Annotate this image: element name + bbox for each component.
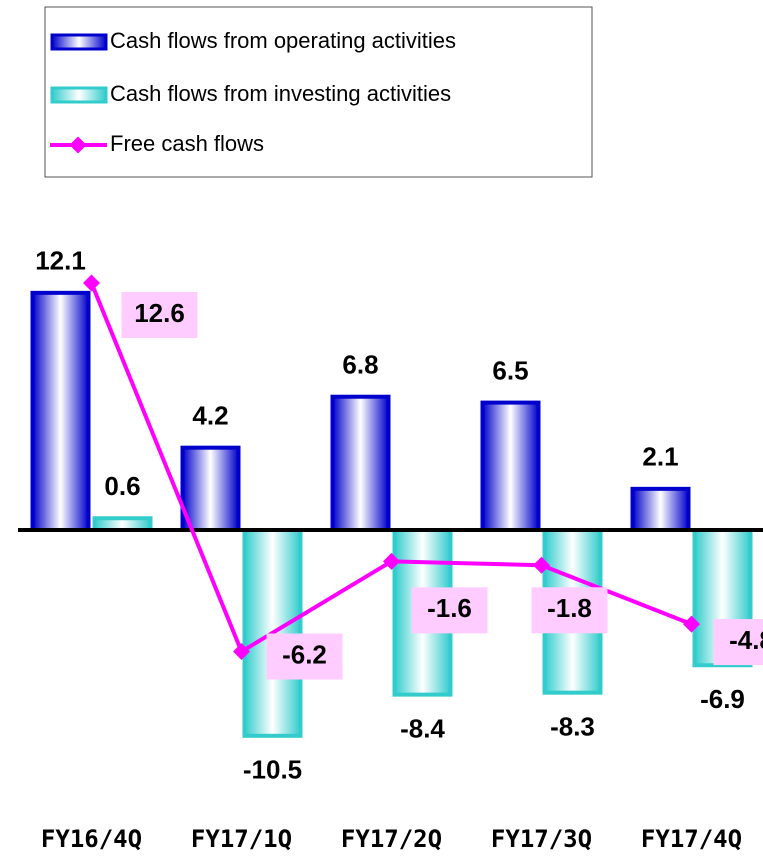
bar-label: -8.3: [550, 712, 595, 742]
bar-label: -8.4: [400, 714, 445, 744]
bar-label: -6.9: [700, 684, 745, 714]
x-tick-label: FY16/4Q: [41, 825, 142, 853]
bar-label: 6.5: [492, 355, 528, 385]
line-marker: [83, 274, 100, 292]
x-tick-label: FY17/3Q: [491, 825, 592, 853]
bar-label: 0.6: [104, 471, 140, 501]
line-marker: [533, 556, 550, 574]
line-label: -6.2: [282, 639, 327, 669]
bar-label: 12.1: [35, 246, 86, 276]
bar: [630, 486, 691, 532]
x-tick-label: FY17/2Q: [341, 825, 442, 853]
bar-label: 4.2: [192, 401, 228, 431]
line-label: 12.6: [134, 298, 185, 328]
legend-swatch: [50, 33, 108, 51]
line-label-box: [531, 587, 608, 634]
bar: [330, 394, 391, 532]
line-label: -1.6: [427, 593, 472, 623]
line-label-box: [266, 633, 343, 680]
bar: [30, 290, 91, 532]
line-label-box: [411, 587, 488, 634]
line-marker: [383, 552, 400, 570]
line-label: -4.8: [729, 625, 763, 655]
line-label: -1.8: [547, 593, 592, 623]
legend-swatch: [50, 86, 108, 104]
bar-label: 6.8: [342, 350, 378, 380]
bar: [480, 400, 541, 533]
legend-marker: [69, 136, 87, 154]
x-tick-label: FY17/1Q: [191, 825, 292, 853]
line-marker: [683, 615, 700, 633]
bar: [180, 445, 241, 532]
legend-label: Free cash flows: [110, 131, 264, 156]
legend-box: [44, 6, 593, 178]
bar-label: 2.1: [642, 442, 678, 472]
line-label-box: [713, 619, 763, 666]
legend-label: Cash flows from operating activities: [110, 28, 456, 53]
x-tick-label: FY17/4Q: [641, 825, 742, 853]
bar-label: -10.5: [243, 755, 302, 785]
line-label-box: [121, 292, 198, 339]
legend-label: Cash flows from investing activities: [110, 81, 451, 106]
line-marker: [233, 643, 250, 661]
